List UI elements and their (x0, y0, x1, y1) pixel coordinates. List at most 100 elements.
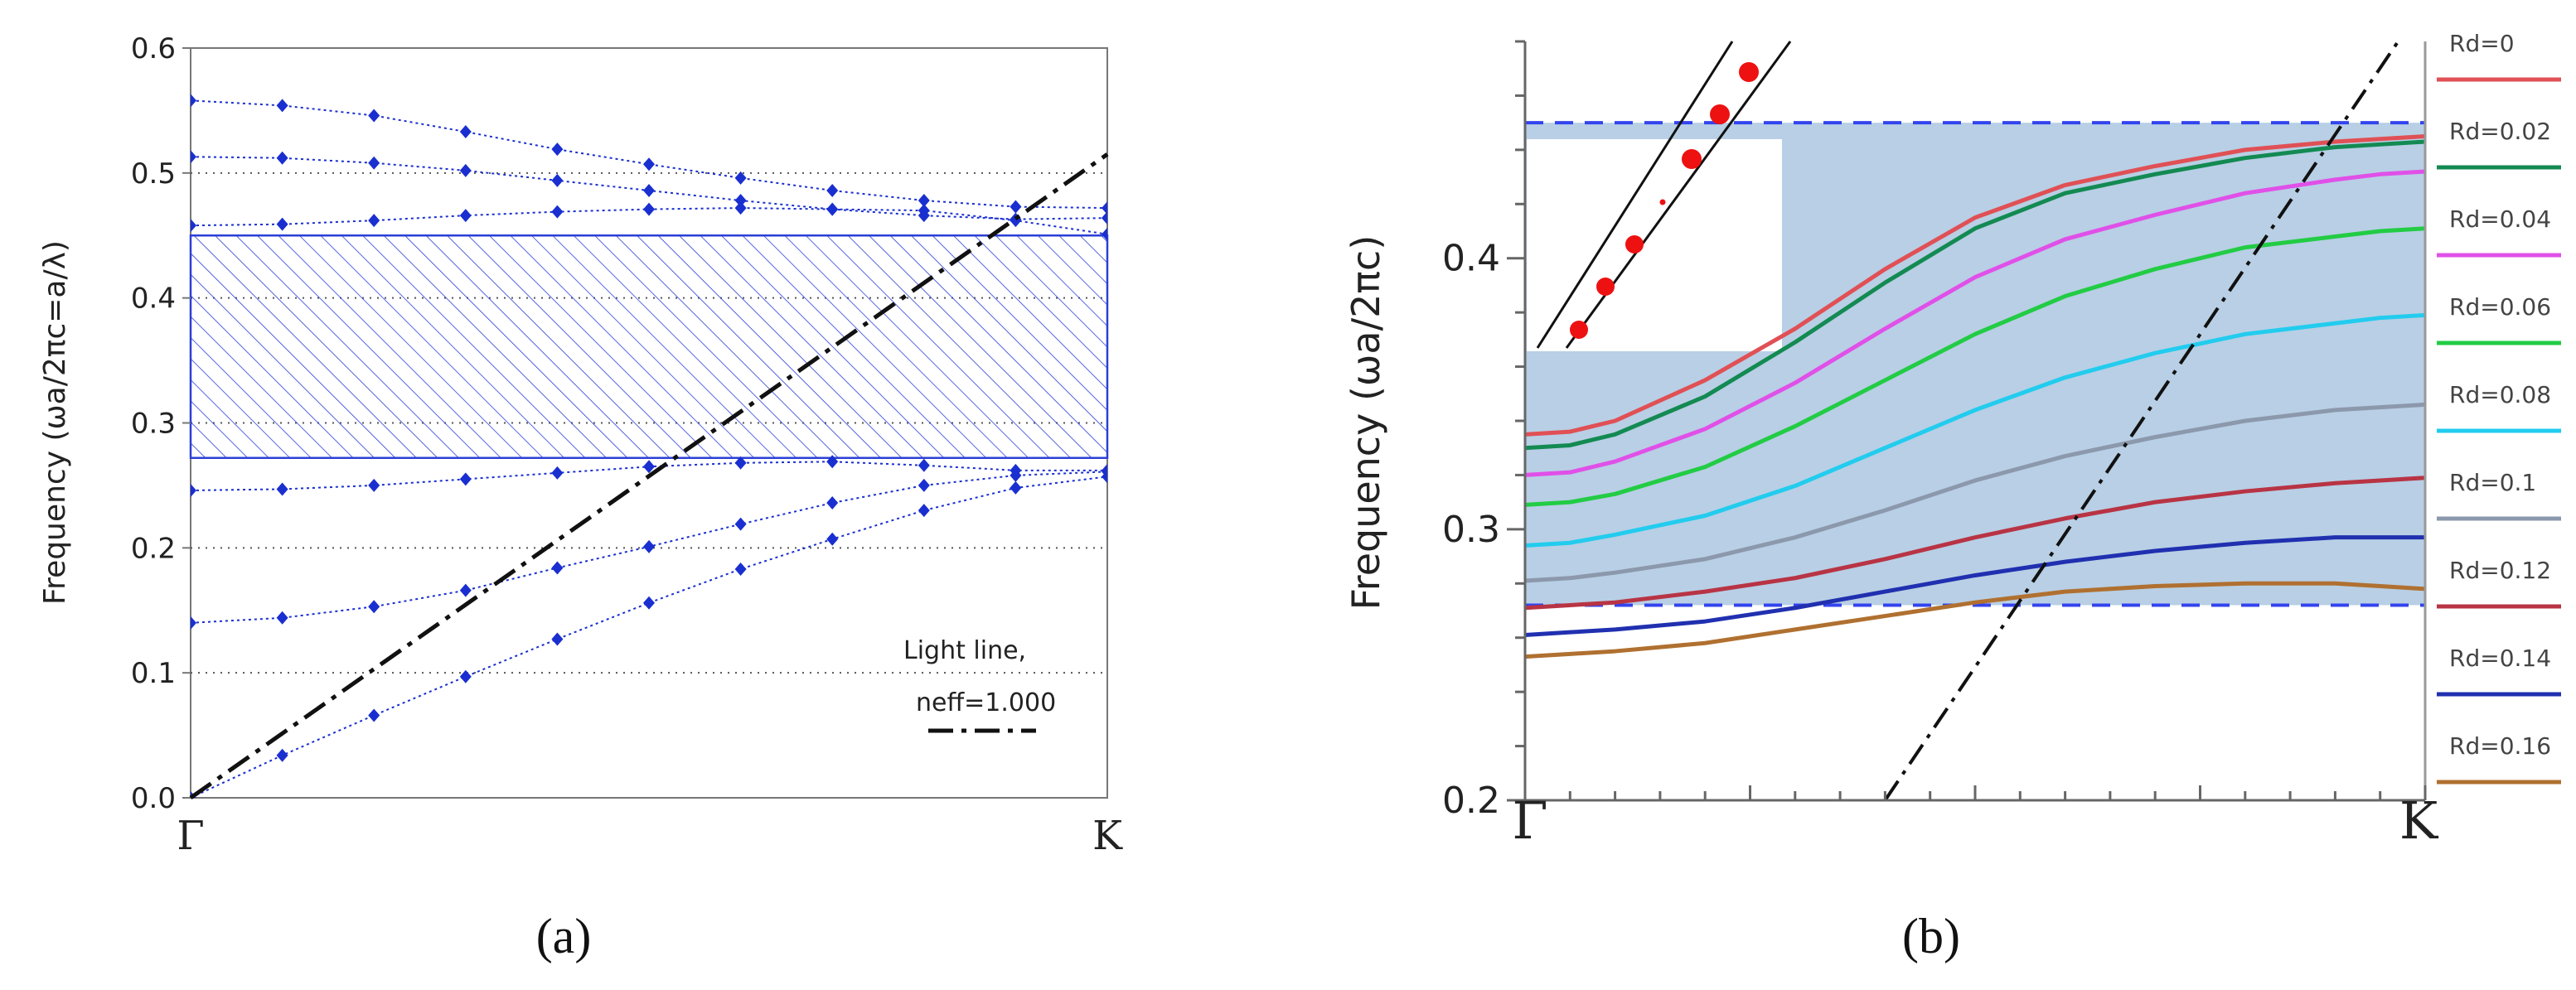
panel-label-a: (a) (536, 909, 592, 963)
legend-label: Rd=0.12 (2449, 557, 2551, 584)
series-line (1525, 134, 2425, 437)
y-tick-label: 0.2 (131, 532, 176, 565)
series-line (1525, 312, 2425, 548)
band-point (918, 194, 930, 208)
band-point (551, 561, 564, 575)
band-point (191, 150, 196, 164)
band-point (368, 214, 380, 228)
band-point (368, 708, 380, 722)
band-point (368, 600, 380, 614)
band-point (734, 562, 747, 576)
band-point (276, 482, 288, 496)
band-point (551, 466, 564, 480)
legend-label: Rd=0.02 (2449, 118, 2551, 145)
band-point (918, 458, 930, 472)
band-point (918, 504, 930, 518)
y-ticks-b: 0.2 0.3 0.4 (1442, 40, 1525, 822)
panel-a: 0.0 0.1 0.2 0.3 0.4 0.5 0.6 Light line, neff=1… (38, 32, 1123, 963)
inset-hole (1682, 149, 1702, 169)
band-point (1102, 201, 1107, 215)
y-tick-label: 0.3 (1442, 509, 1500, 551)
band-point (734, 171, 747, 185)
inset-waveguide-edge (1565, 41, 1792, 349)
legend-label: Rd=0.14 (2449, 645, 2551, 672)
band-point (826, 455, 839, 469)
panel-label-b: (b) (1902, 909, 1960, 963)
band-point (368, 109, 380, 123)
band-point (459, 125, 472, 139)
band-point (368, 156, 380, 170)
series-line (1525, 226, 2425, 507)
band-point (276, 151, 288, 165)
light-line-label-line1: Light line, (903, 636, 1026, 665)
panel-b: 0.2 0.3 0.4 Rd=0 Rd=0.02 Rd=0.04 Rd=0.06 Rd=0.… (1344, 30, 2561, 963)
band-gap-hatched (189, 234, 1109, 459)
y-axis-label-b: Frequency (ωa/2πc) (1344, 235, 1388, 611)
band-point (826, 532, 839, 546)
band-curve (191, 99, 1107, 210)
legend-label: Rd=0.08 (2449, 381, 2551, 408)
band-point (643, 460, 655, 474)
y-tick-label: 0.2 (1442, 780, 1500, 822)
inset-hole (1739, 62, 1759, 82)
band-point (826, 202, 839, 216)
series-line (1525, 476, 2425, 611)
band-point (551, 173, 564, 187)
x-tick-gamma-b: Γ (1512, 790, 1547, 851)
band-point (551, 205, 564, 219)
series-line (1525, 581, 2425, 659)
y-tick-label: 0.4 (1442, 238, 1500, 280)
band-point (643, 539, 655, 553)
inset-defect-hole (1659, 199, 1666, 205)
light-line-label-line2: neff=1.000 (916, 688, 1056, 717)
y-ticks-a: 0.0 0.1 0.2 0.3 0.4 0.5 0.6 (131, 32, 191, 815)
y-tick-label: 0.4 (131, 283, 176, 316)
legend-b: Rd=0 Rd=0.02 Rd=0.04 Rd=0.06 Rd=0.08 Rd=0.1 Rd… (2437, 30, 2561, 785)
band-point (918, 478, 930, 492)
band-point (368, 478, 380, 492)
inset-background (1527, 139, 1782, 351)
band-point (734, 201, 747, 215)
band-point (1102, 227, 1107, 241)
y-tick-label: 0.5 (131, 157, 176, 191)
band-point (459, 163, 472, 177)
inset-hole (1625, 235, 1644, 254)
series-line (1525, 169, 2425, 477)
x-tick-k-b: K (2399, 790, 2439, 851)
band-point (459, 209, 472, 223)
series-line (1525, 139, 2425, 451)
x-tick-k-a: K (1092, 813, 1123, 859)
inset-hole (1596, 278, 1615, 296)
legend-label: Rd=0.06 (2449, 293, 2551, 321)
band-point (1010, 481, 1022, 495)
band-point (191, 219, 196, 233)
band-point (551, 142, 564, 157)
y-tick-label: 0.6 (131, 32, 176, 65)
inset-waveguide-edge (1536, 41, 1734, 349)
inset-hole (1570, 321, 1588, 339)
band-point (276, 611, 288, 625)
band-point (643, 157, 655, 171)
band-point (459, 472, 472, 486)
y-tick-label: 0.3 (131, 408, 176, 441)
band-point (276, 217, 288, 231)
series-a (191, 94, 1107, 798)
y-tick-label: 0.1 (131, 657, 176, 690)
band-point (459, 669, 472, 683)
legend-label: Rd=0 (2449, 30, 2515, 57)
band-point (459, 583, 472, 597)
band-point (826, 183, 839, 197)
light-line-a (189, 152, 1109, 800)
band-point (191, 616, 196, 630)
band-point (551, 632, 564, 646)
band-point (1102, 463, 1107, 477)
band-point (734, 194, 747, 208)
light-line-b (1883, 41, 2400, 800)
band-point (643, 202, 655, 216)
series-line (1525, 535, 2425, 637)
band-point (191, 94, 196, 108)
series-line (1525, 402, 2425, 583)
band-point (1010, 200, 1022, 214)
x-ticks-b (1523, 785, 2427, 800)
band-point (734, 456, 747, 470)
